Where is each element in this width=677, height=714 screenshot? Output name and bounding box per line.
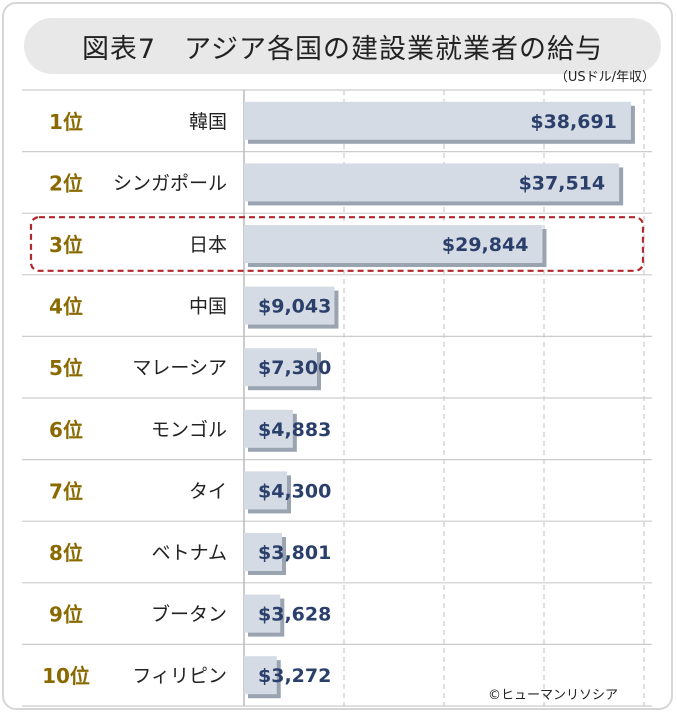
rank-label: 1位 <box>49 110 83 134</box>
country-label: マレーシア <box>132 357 227 379</box>
highlight-box <box>29 216 645 272</box>
rank-label: 7位 <box>49 479 83 503</box>
bar <box>244 533 283 571</box>
bar <box>244 101 631 140</box>
country-label: モンゴル <box>151 419 227 441</box>
bar <box>244 163 620 202</box>
country-label: ブータン <box>151 603 227 626</box>
title-bar: 図表7 アジア各国の建設業就業者の給与 <box>24 18 661 74</box>
credit-text: ©ヒューマンリソシア <box>488 688 619 703</box>
rank-label: 9位 <box>49 603 83 627</box>
value-label: $4,300 <box>258 480 331 502</box>
rank-label: 3位 <box>49 233 83 257</box>
value-label: $3,272 <box>258 665 331 687</box>
country-label: ベトナム <box>152 542 227 564</box>
value-label: $29,844 <box>442 234 529 256</box>
unit-note: （USドル/年収） <box>554 70 655 85</box>
rank-label: 8位 <box>49 541 83 565</box>
value-label: $37,514 <box>519 172 606 194</box>
rank-label: 10位 <box>42 664 90 688</box>
rank-label: 2位 <box>49 171 83 195</box>
country-label: 中国 <box>189 296 227 318</box>
country-label: 日本 <box>189 234 227 256</box>
country-label: 韓国 <box>189 111 227 133</box>
bar <box>244 656 277 695</box>
bar <box>244 409 293 448</box>
country-label: タイ <box>189 480 227 502</box>
bar <box>244 348 317 387</box>
country-label: フィリピン <box>132 665 227 687</box>
rank-label: 4位 <box>49 295 83 319</box>
value-label: $7,300 <box>258 357 331 379</box>
rank-label: 6位 <box>49 418 83 442</box>
country-label: シンガポール <box>113 172 227 194</box>
value-label: $3,801 <box>258 542 331 564</box>
value-label: $4,883 <box>258 419 331 441</box>
value-label: $38,691 <box>530 111 617 133</box>
bar <box>244 286 335 325</box>
rank-label: 5位 <box>49 356 83 380</box>
value-label: $9,043 <box>258 296 331 318</box>
bar <box>244 594 281 633</box>
bar <box>244 471 287 510</box>
bar <box>244 225 543 263</box>
chart-title: 図表7 アジア各国の建設業就業者の給与 <box>81 33 604 65</box>
value-label: $3,628 <box>258 604 331 626</box>
